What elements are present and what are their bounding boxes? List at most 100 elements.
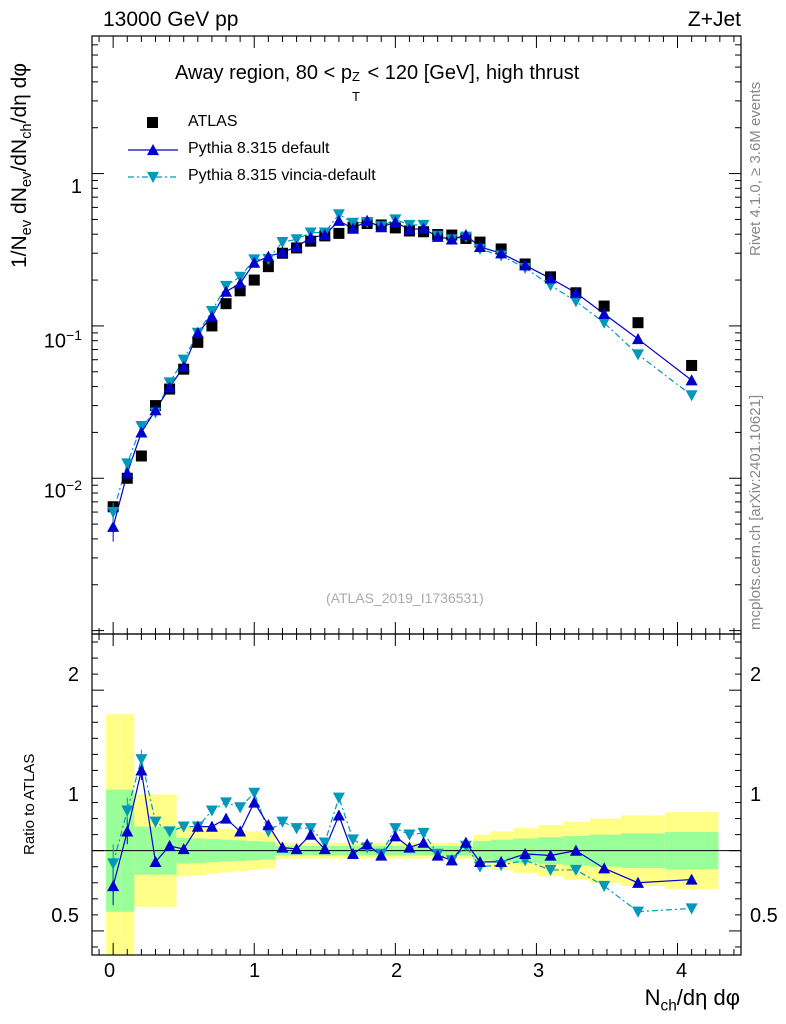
ratio-mc2-point xyxy=(234,802,247,814)
ratio-mc1-point xyxy=(632,876,645,888)
data-point xyxy=(632,317,644,329)
ratio-ytick-label-left: 0.5 xyxy=(51,905,79,927)
plot-title-sub: T xyxy=(351,89,360,104)
ratio-mc2-point xyxy=(276,816,289,828)
ratio-mc2-point xyxy=(417,827,430,840)
energy-label: 13000 GeV pp xyxy=(103,8,239,31)
legend-data-label: ATLAS xyxy=(188,113,238,130)
ratio-mc2-point xyxy=(205,805,218,817)
mc2-point xyxy=(290,234,303,246)
mc1-point xyxy=(205,310,218,322)
mc1-point xyxy=(191,326,204,338)
ratio-mc1-point xyxy=(234,825,247,837)
plot-title-prefix: Away region, 80 < p xyxy=(175,62,352,84)
mc1-point xyxy=(685,374,698,386)
ratio-mc1-point xyxy=(473,855,486,868)
mc1-point xyxy=(375,221,388,233)
ratio-y-axis-label: Ratio to ATLAS xyxy=(21,753,38,855)
data-point xyxy=(262,261,274,273)
process-label: Z+Jet xyxy=(687,8,741,31)
ratio-mc1-point xyxy=(459,836,472,848)
mc2-point xyxy=(121,458,134,470)
mc2-point xyxy=(234,271,247,283)
legend-mc1-label: Pythia 8.315 default xyxy=(188,140,330,157)
ratio-mc2-point xyxy=(220,797,233,809)
ratio-mc2-point xyxy=(248,787,261,799)
main-ytick-label: 10−1 xyxy=(43,327,82,353)
ratio-mc2-point xyxy=(544,864,557,876)
xtick-label: 3 xyxy=(533,960,545,982)
mc1-point xyxy=(389,216,402,228)
mc1-point xyxy=(431,230,444,242)
ratio-mc2-point xyxy=(121,805,134,817)
ratio-mc2-line xyxy=(112,759,692,913)
ratio-mc1-point xyxy=(569,844,582,856)
mc1-point xyxy=(276,246,289,258)
ratio-mc1-point xyxy=(417,836,430,848)
mc1-point xyxy=(569,286,582,298)
mc1-point xyxy=(598,307,611,319)
main-ytick-label: 10−2 xyxy=(43,477,82,503)
mc2-point xyxy=(177,354,190,366)
legend-data-marker xyxy=(147,117,158,128)
ratio-ytick-label-right: 1 xyxy=(750,784,762,806)
ratio-mc1-point xyxy=(445,854,458,866)
mc1-point xyxy=(445,233,458,245)
ratio-mc2-point xyxy=(389,823,402,835)
data-point xyxy=(389,222,401,234)
mc1-point xyxy=(318,229,331,241)
ratio-mc1-point xyxy=(205,820,218,832)
mc1-point xyxy=(519,259,532,271)
ratio-mc2-point xyxy=(163,826,176,838)
mc1-point xyxy=(220,285,233,297)
ratio-mc1-point xyxy=(685,873,698,885)
ratio-mc2-point xyxy=(290,823,303,835)
rivet-label: Rivet 4.1.0, ≥ 3.6M events xyxy=(747,81,764,256)
data-point xyxy=(192,336,204,348)
ratio-mc2-point xyxy=(632,906,645,918)
ratio-mc1-point xyxy=(220,812,233,824)
mc1-point xyxy=(347,222,360,234)
ratio-mc1-point xyxy=(107,879,120,892)
ratio-mc1-point xyxy=(495,855,508,868)
ratio-mc1-point xyxy=(191,820,204,832)
legend-mc1-marker xyxy=(147,144,159,156)
ratio-mc1-point xyxy=(290,843,303,855)
ratio-mc1-line xyxy=(112,770,692,887)
data-point xyxy=(220,298,232,310)
mc2-point xyxy=(276,236,289,249)
mc2-line xyxy=(112,213,692,513)
ratio-mc1-point xyxy=(163,839,176,851)
xtick-label: 4 xyxy=(676,960,688,982)
legend-mc2-marker xyxy=(147,171,159,183)
mc1-point xyxy=(290,240,303,253)
mc1-point xyxy=(177,360,190,372)
mc1-point xyxy=(632,333,645,345)
data-point xyxy=(135,450,147,462)
ratio-ytick-label-right: 2 xyxy=(750,664,762,686)
mc1-point xyxy=(121,467,134,479)
ratio-mc2-point xyxy=(135,754,148,766)
mcplots-label: mcplots.cern.ch [arXiv:2401.10621] xyxy=(747,394,764,630)
ratio-mc1-point xyxy=(403,841,416,853)
mc1-point xyxy=(332,214,345,226)
plot-title-sup: Z xyxy=(351,69,360,84)
ratio-mc1-point xyxy=(519,847,532,859)
mc1-point xyxy=(459,229,472,241)
mc1-point xyxy=(262,250,275,262)
data-point xyxy=(333,227,345,239)
ratio-mc1-point xyxy=(135,764,148,776)
mc2-point xyxy=(685,390,698,402)
ratio-mc1-point xyxy=(361,838,374,850)
mc2-point xyxy=(598,317,611,329)
xtick-label: 0 xyxy=(104,960,116,982)
ratio-mc2-point xyxy=(332,792,345,804)
ratio-mc1-point xyxy=(177,843,190,855)
mc1-point xyxy=(473,240,486,253)
ratio-mc1-point xyxy=(304,828,317,840)
main-ytick-label: 1 xyxy=(70,176,82,198)
legend-mc2-label: Pythia 8.315 vincia-default xyxy=(188,167,376,184)
mc1-point xyxy=(234,277,247,289)
